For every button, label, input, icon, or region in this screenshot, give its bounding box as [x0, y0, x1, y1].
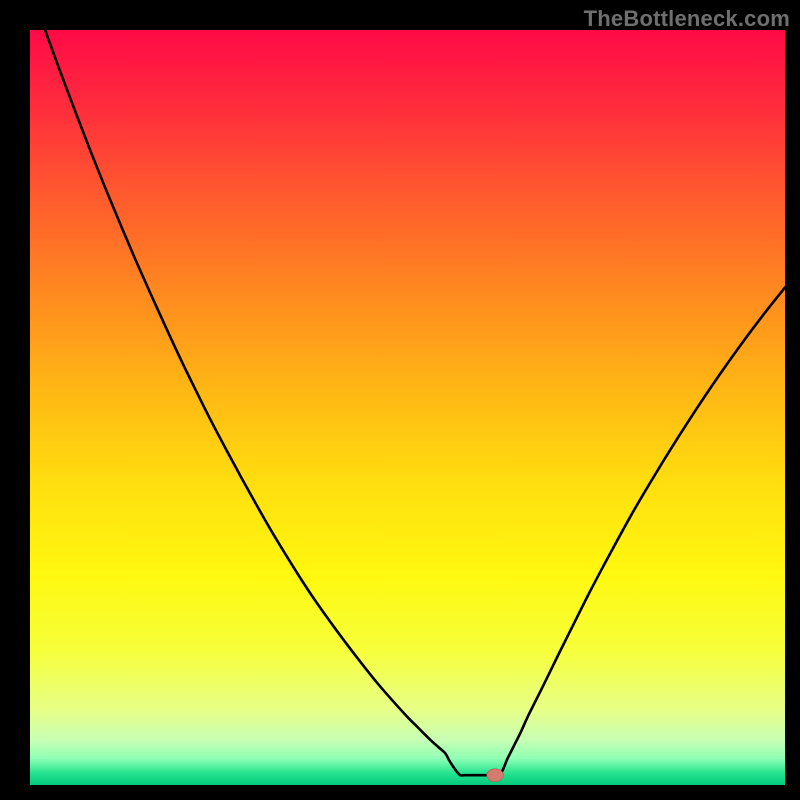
watermark-text: TheBottleneck.com — [584, 6, 790, 32]
optimal-point-marker — [487, 769, 504, 782]
chart-container: TheBottleneck.com — [0, 0, 800, 800]
chart-background — [30, 30, 785, 785]
chart-svg — [30, 30, 785, 785]
plot-area — [30, 30, 785, 785]
